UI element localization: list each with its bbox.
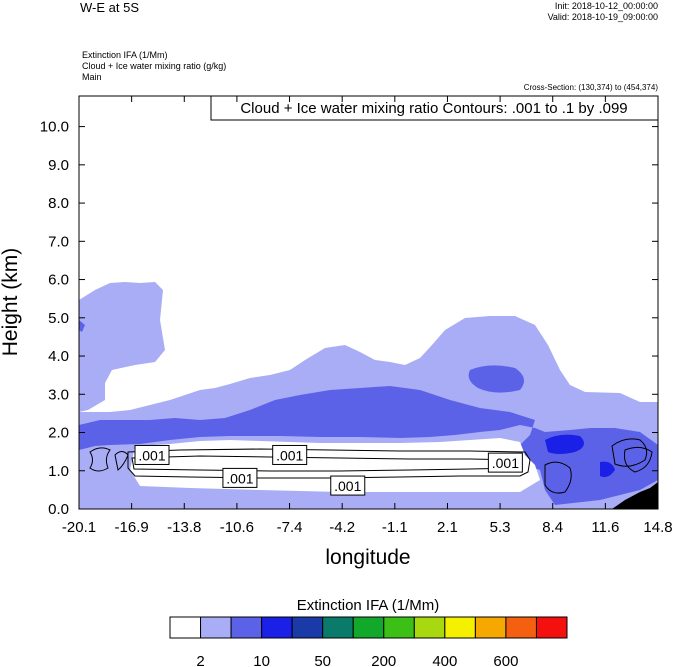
terrain bbox=[612, 482, 658, 509]
y-tick-label: 2.0 bbox=[48, 425, 69, 442]
colorbar-swatch bbox=[413, 616, 446, 639]
contour-info-label: Cloud + Ice water mixing ratio Contours:… bbox=[240, 100, 627, 117]
y-tick-label: 7.0 bbox=[48, 233, 69, 250]
chart-title: W-E at 5S bbox=[80, 0, 140, 15]
y-tick-label: 3.0 bbox=[48, 386, 69, 403]
field-name-mixing-ratio: Cloud + Ice water mixing ratio (g/kg) bbox=[82, 61, 227, 71]
x-tick-label: 5.3 bbox=[490, 519, 511, 536]
x-tick-label: 11.6 bbox=[591, 519, 619, 536]
contour-label-box bbox=[134, 444, 170, 465]
colorbar-label: 400 bbox=[432, 653, 457, 667]
contour-line bbox=[544, 461, 572, 494]
x-tick-label: -16.9 bbox=[115, 519, 149, 536]
contour-label-box bbox=[487, 452, 523, 473]
colorbar-swatch bbox=[230, 616, 263, 639]
x-tick-label: -4.2 bbox=[329, 519, 355, 536]
contour-line bbox=[611, 438, 648, 467]
x-tick-label: -13.8 bbox=[167, 519, 201, 536]
y-tick-label: 10.0 bbox=[40, 119, 69, 136]
y-tick-label: 8.0 bbox=[48, 195, 69, 212]
colorbar-swatch bbox=[352, 616, 385, 639]
y-tick-label: 4.0 bbox=[48, 348, 69, 365]
cross-section-label: Cross-Section: (130,374) to (454,374) bbox=[523, 83, 658, 92]
contour-label-box bbox=[330, 475, 366, 496]
colorbar-swatch bbox=[261, 616, 293, 639]
colorbar-swatch bbox=[169, 616, 202, 639]
x-tick-label: -7.4 bbox=[277, 519, 303, 536]
colorbar-swatch bbox=[505, 616, 537, 639]
x-tick-label: -20.1 bbox=[62, 519, 96, 536]
x-axis-title: longitude bbox=[325, 546, 410, 569]
contour-label: .001 bbox=[138, 447, 165, 463]
extinction-region-dark bbox=[545, 434, 584, 454]
y-tick-label: 6.0 bbox=[48, 272, 69, 289]
contour-label: .001 bbox=[226, 470, 253, 486]
field-name-extinction: Extinction IFA (1/Mm) bbox=[82, 50, 168, 60]
colorbar-swatch bbox=[200, 616, 232, 639]
y-tick-label: 9.0 bbox=[48, 157, 69, 174]
colorbar-swatch bbox=[383, 616, 415, 639]
colorbar-swatch bbox=[291, 616, 324, 639]
colorbar-label: 50 bbox=[314, 653, 331, 667]
contour-label: .001 bbox=[492, 455, 519, 471]
x-tick-label: -10.6 bbox=[220, 519, 254, 536]
colorbar-swatch bbox=[322, 616, 354, 639]
y-tick-label: 0.0 bbox=[48, 501, 69, 518]
y-tick-label: 1.0 bbox=[48, 463, 69, 480]
contour-line bbox=[114, 451, 129, 471]
contour-label: .001 bbox=[276, 447, 303, 463]
field-name-main: Main bbox=[82, 72, 102, 82]
colorbar-label: 10 bbox=[253, 653, 270, 667]
contour-line bbox=[624, 446, 653, 473]
colorbar-label: 200 bbox=[371, 653, 396, 667]
colorbar-label: 2 bbox=[196, 653, 204, 667]
plot-frame bbox=[78, 95, 659, 510]
contour-label-box bbox=[222, 467, 258, 488]
valid-time: Valid: 2018-10-19_09:00:00 bbox=[547, 12, 658, 22]
x-tick-label: -1.1 bbox=[382, 519, 408, 536]
contour-label-box bbox=[272, 444, 308, 465]
colorbar-swatch bbox=[444, 616, 476, 639]
x-tick-label: 2.1 bbox=[437, 519, 458, 536]
x-tick-label: 8.4 bbox=[542, 519, 563, 536]
y-axis-title: Height (km) bbox=[0, 248, 22, 357]
contour-line bbox=[127, 448, 531, 479]
colorbar-label: 600 bbox=[493, 653, 518, 667]
init-time: Init: 2018-10-12_00:00:00 bbox=[554, 1, 658, 11]
colorbar-swatch bbox=[535, 616, 568, 639]
contour-line bbox=[89, 447, 111, 472]
x-tick-label: 14.8 bbox=[643, 519, 672, 536]
colorbar-title: Extinction IFA (1/Mm) bbox=[297, 597, 440, 614]
colorbar-swatch bbox=[474, 616, 507, 639]
contour-label: .001 bbox=[334, 478, 361, 494]
y-tick-label: 5.0 bbox=[48, 310, 69, 327]
extinction-region-medium bbox=[79, 386, 658, 505]
